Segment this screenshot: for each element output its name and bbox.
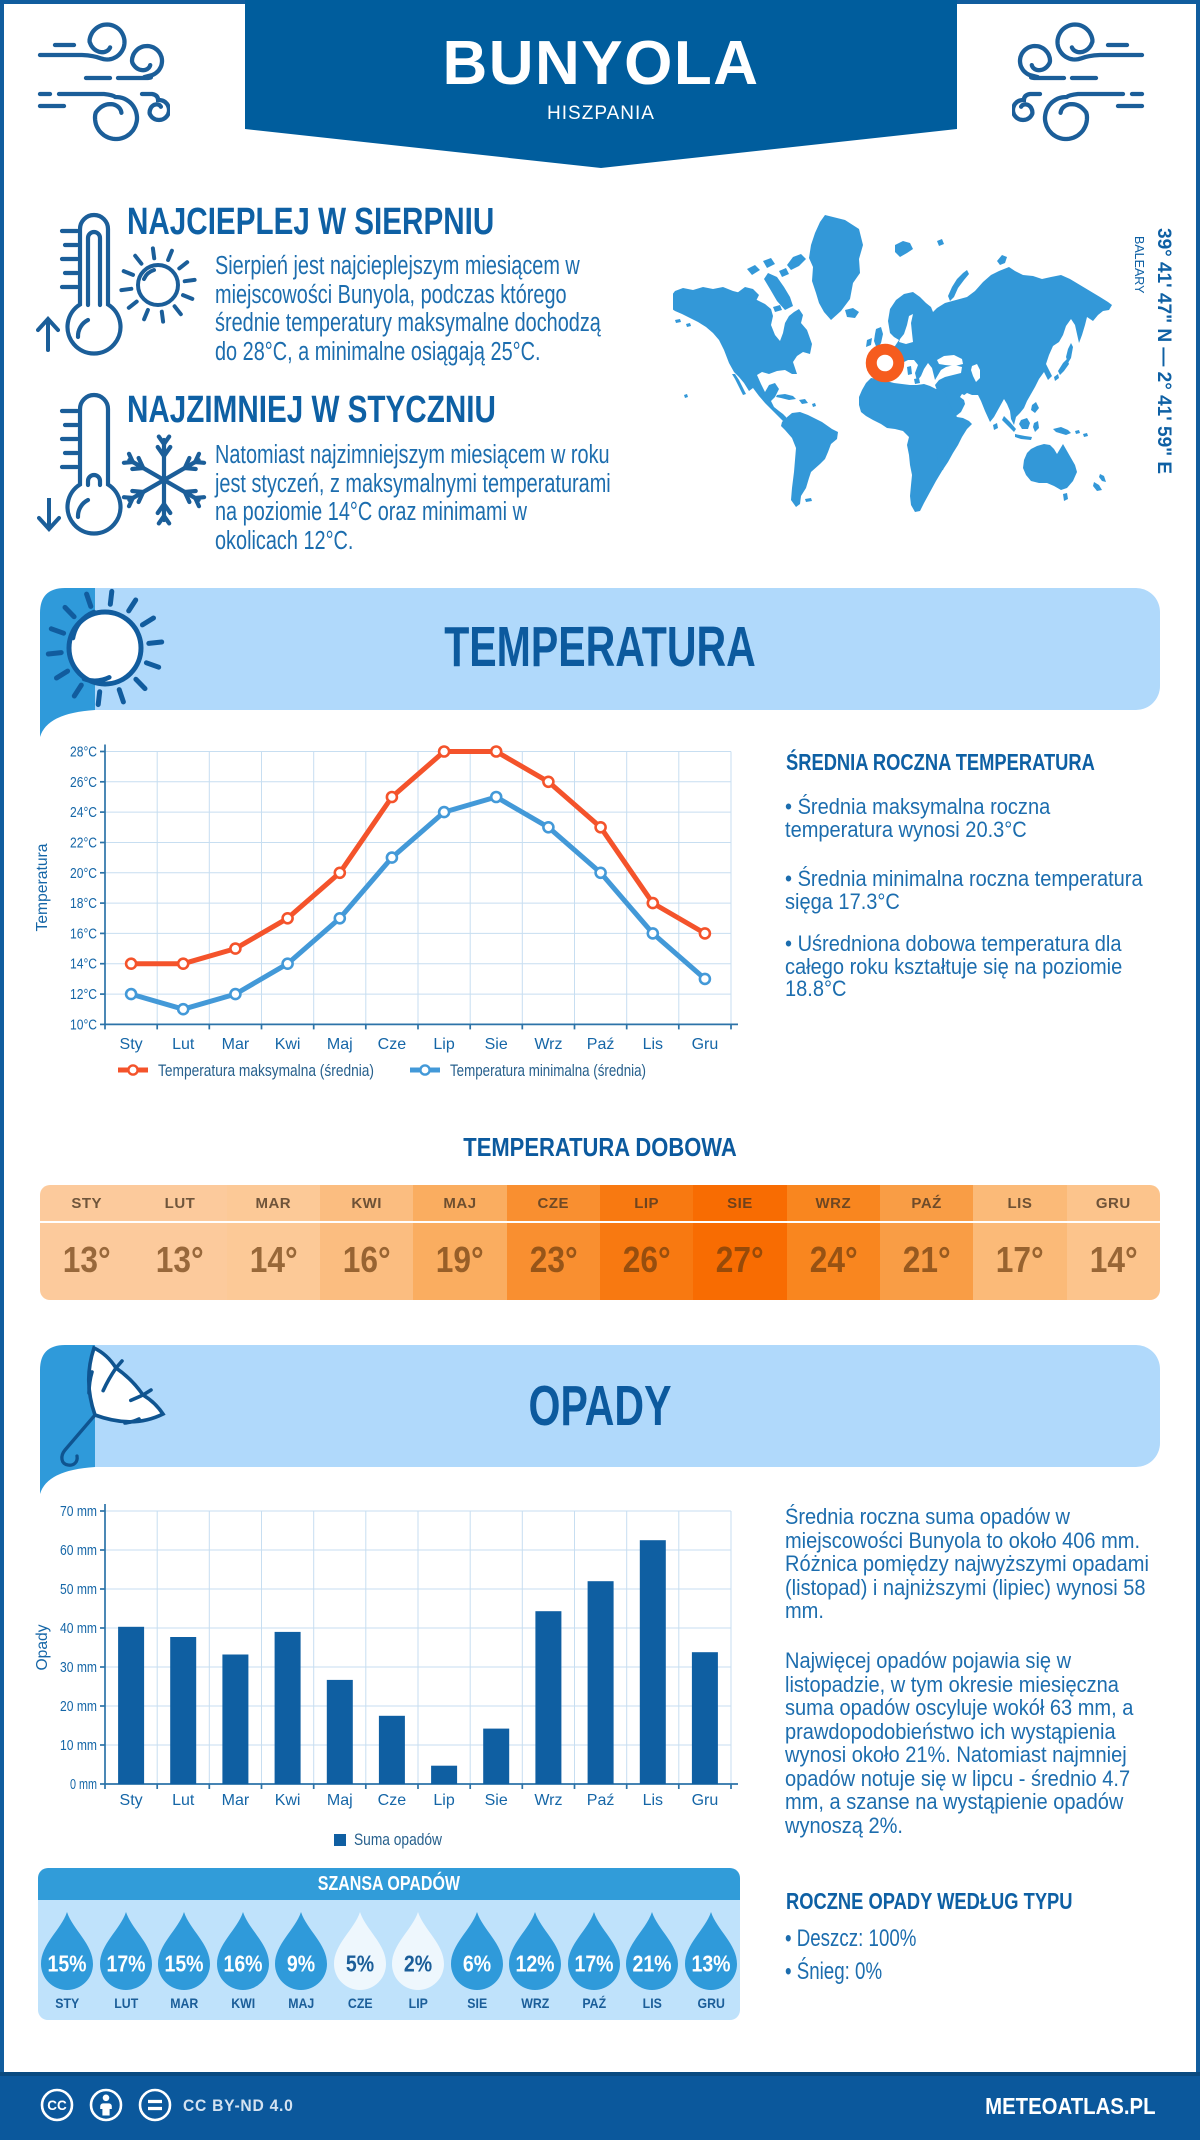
svg-text:13%: 13%: [691, 1951, 730, 1977]
svg-text:6%: 6%: [463, 1951, 491, 1977]
svg-text:Opady: Opady: [34, 1625, 51, 1671]
svg-text:Cze: Cze: [378, 1036, 407, 1053]
svg-text:18°C: 18°C: [70, 896, 97, 912]
svg-text:17%: 17%: [574, 1951, 613, 1977]
svg-text:Wrz: Wrz: [534, 1792, 562, 1809]
svg-text:Gru: Gru: [692, 1792, 719, 1809]
svg-text:14°C: 14°C: [70, 957, 97, 973]
svg-text:Kwi: Kwi: [275, 1792, 301, 1809]
svg-text:21%: 21%: [633, 1951, 672, 1977]
svg-text:26°C: 26°C: [70, 775, 97, 791]
svg-text:Sie: Sie: [485, 1036, 508, 1053]
svg-text:15%: 15%: [165, 1951, 204, 1977]
svg-text:Wrz: Wrz: [534, 1036, 562, 1053]
svg-text:Cze: Cze: [378, 1792, 407, 1809]
svg-text:Maj: Maj: [327, 1792, 353, 1809]
svg-text:60 mm: 60 mm: [60, 1543, 97, 1559]
svg-text:Temperatura maksymalna (średni: Temperatura maksymalna (średnia): [158, 1062, 374, 1080]
svg-text:Sty: Sty: [120, 1792, 143, 1809]
svg-text:70 mm: 70 mm: [60, 1504, 97, 1520]
svg-text:Paź: Paź: [587, 1792, 615, 1809]
svg-text:Maj: Maj: [327, 1036, 353, 1053]
svg-text:40 mm: 40 mm: [60, 1621, 97, 1637]
svg-text:Sie: Sie: [485, 1792, 508, 1809]
svg-text:Lis: Lis: [643, 1792, 663, 1809]
svg-text:CC: CC: [47, 2098, 67, 2113]
svg-text:Gru: Gru: [692, 1036, 719, 1053]
svg-text:Lip: Lip: [433, 1036, 454, 1053]
svg-text:15%: 15%: [48, 1951, 87, 1977]
svg-text:Lis: Lis: [643, 1036, 663, 1053]
svg-text:Kwi: Kwi: [275, 1036, 301, 1053]
svg-text:12%: 12%: [516, 1951, 555, 1977]
svg-text:20 mm: 20 mm: [60, 1699, 97, 1715]
svg-text:Lut: Lut: [172, 1036, 195, 1053]
svg-text:22°C: 22°C: [70, 836, 97, 852]
svg-text:Paź: Paź: [587, 1036, 615, 1053]
svg-text:Temperatura minimalna (średnia: Temperatura minimalna (średnia): [450, 1062, 646, 1080]
svg-text:Lut: Lut: [172, 1792, 195, 1809]
svg-text:Mar: Mar: [222, 1792, 250, 1809]
svg-text:30 mm: 30 mm: [60, 1660, 97, 1676]
svg-text:24°C: 24°C: [70, 805, 97, 821]
svg-text:5%: 5%: [346, 1951, 374, 1977]
svg-text:2%: 2%: [404, 1951, 432, 1977]
svg-text:Lip: Lip: [433, 1792, 454, 1809]
svg-text:Temperatura: Temperatura: [34, 843, 51, 931]
svg-text:16%: 16%: [223, 1951, 262, 1977]
svg-text:10°C: 10°C: [70, 1017, 97, 1033]
svg-text:28°C: 28°C: [70, 745, 97, 761]
svg-text:16°C: 16°C: [70, 926, 97, 942]
svg-text:12°C: 12°C: [70, 987, 97, 1003]
svg-text:Mar: Mar: [222, 1036, 250, 1053]
svg-text:Suma opadów: Suma opadów: [354, 1831, 442, 1849]
svg-text:10 mm: 10 mm: [60, 1738, 97, 1754]
svg-text:0 mm: 0 mm: [70, 1777, 97, 1793]
svg-text:9%: 9%: [287, 1951, 315, 1977]
svg-text:50 mm: 50 mm: [60, 1582, 97, 1598]
svg-text:20°C: 20°C: [70, 866, 97, 882]
svg-text:Sty: Sty: [120, 1036, 143, 1053]
svg-text:17%: 17%: [106, 1951, 145, 1977]
